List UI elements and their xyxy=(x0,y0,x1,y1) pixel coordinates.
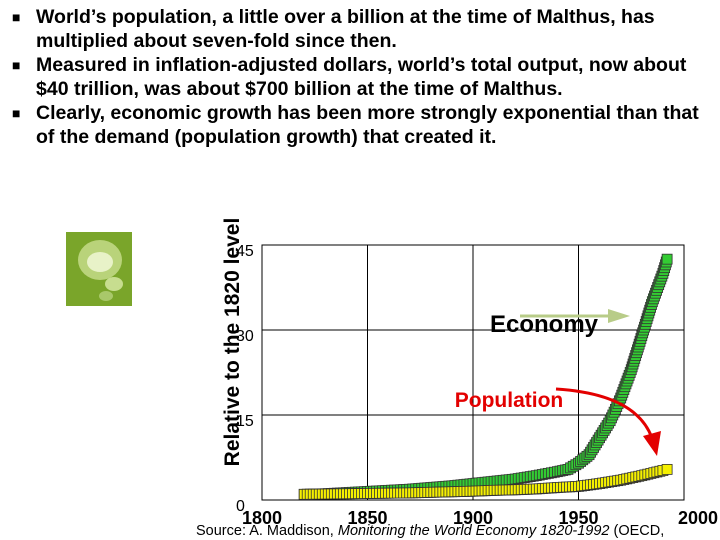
population-label: Population xyxy=(455,389,564,412)
x-tick-label: 1950 xyxy=(558,508,598,528)
bullet-text: Measured in inflation-adjusted dollars, … xyxy=(36,54,687,100)
y-tick-label: 0 xyxy=(236,498,245,515)
population-arrow xyxy=(555,387,654,439)
x-tick-label: 2000 xyxy=(678,508,718,528)
chart-grid xyxy=(261,244,685,501)
economy-arrowhead xyxy=(608,309,630,323)
population-arrowhead xyxy=(643,431,661,456)
chart-series xyxy=(298,253,673,500)
bullet-item: ■ World’s population, a little over a bil… xyxy=(12,6,712,53)
chart-ticks: 0 15 30 45 1800 1850 1900 1950 2000 xyxy=(236,243,718,528)
y-tick-label: 15 xyxy=(236,413,254,430)
source-title: Monitoring the World Economy 1820-1992 xyxy=(337,523,610,539)
x-tick-label: 1850 xyxy=(347,508,387,528)
series-economy xyxy=(298,253,673,500)
y-tick-label: 30 xyxy=(236,328,254,345)
data-point xyxy=(661,463,673,475)
square-bullet-icon: ■ xyxy=(12,105,21,121)
bullet-text: World’s population, a little over a bill… xyxy=(36,6,655,52)
square-bullet-icon: ■ xyxy=(12,57,21,73)
source-prefix: Source: A. Maddison, xyxy=(196,523,338,539)
square-bullet-icon: ■ xyxy=(12,9,21,25)
bullet-text: Clearly, economic growth has been more s… xyxy=(36,102,699,148)
series-population xyxy=(298,463,673,500)
green-bubbles-icon xyxy=(66,232,132,306)
bullet-list: ■ World’s population, a little over a bil… xyxy=(12,6,712,150)
y-tick-label: 45 xyxy=(236,243,254,260)
bullet-item: ■ Measured in inflation-adjusted dollars,… xyxy=(12,54,712,101)
x-tick-label: 1900 xyxy=(453,508,493,528)
x-tick-label: 1800 xyxy=(242,508,282,528)
data-point xyxy=(661,253,673,265)
source-suffix: (OECD, xyxy=(609,523,665,539)
bullet-item: ■ Clearly, economic growth has been more … xyxy=(12,102,712,149)
source-citation: Source: A. Maddison, Monitoring the Worl… xyxy=(196,522,664,540)
